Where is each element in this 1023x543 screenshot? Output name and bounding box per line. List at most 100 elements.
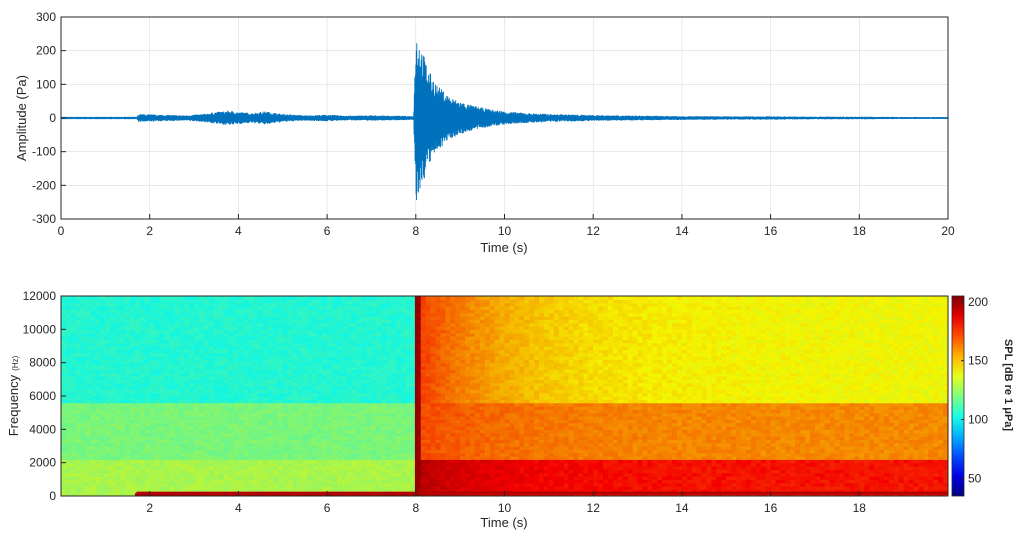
spectrogram-cell [129,346,136,350]
spectrogram-cell [258,302,264,307]
spectrogram-cell [450,449,456,454]
spectrogram-cell [243,376,249,380]
spectrogram-cell [297,402,304,407]
spectrogram-cell [80,322,87,327]
spectrogram-cell [164,472,171,477]
spectrogram-cell [277,412,284,417]
spectrogram-cell [376,332,382,337]
spectrogram-cell [346,309,353,314]
spectrogram-cell [218,379,225,384]
spectrogram-cell [292,326,299,330]
spectrogram-cell [346,362,353,367]
spectrogram-cell [218,372,225,377]
spectrogram-cell [356,319,363,324]
spectrogram-cell [105,372,111,377]
spectrogram-cell [322,332,328,337]
spectrogram-cell [460,396,466,400]
spectrogram-cell [159,439,166,444]
spectrogram-cell [287,322,294,327]
spectrogram-cell [327,389,333,394]
spectrogram-cell [455,436,461,440]
spectrogram-cell [159,419,166,424]
spectrogram-cell [238,352,244,357]
spectrogram-cell [203,472,210,477]
spectrogram-cell [341,372,348,377]
spectrogram-cell [401,366,407,370]
spectrogram-cell [149,406,156,410]
spectrogram-cell [336,376,343,380]
spectrogram-cell [169,372,175,377]
spectrogram-cell [154,386,161,390]
spectrogram-cell [184,409,190,414]
spectrogram-cell [332,402,338,407]
spectrogram-cell [80,409,87,414]
spectrogram-cell [366,409,373,414]
spectrogram-cell [80,366,87,370]
spectrogram-cell [115,486,121,490]
spectrogram-cell [100,362,106,367]
spectrogram-cell [134,399,141,404]
spectrogram-cell [65,419,72,424]
spectrogram-cell [336,476,343,480]
spectrogram-cell [282,439,289,444]
spectrogram-cell [445,399,451,404]
spectrogram-cell [139,429,146,434]
spectrogram-cell [287,302,294,307]
spectrogram-cell [144,346,151,350]
spectrogram-cell [159,436,166,440]
spectrogram-cell [420,332,427,337]
spectrogram-cell [233,302,239,307]
spectrogram-cell [327,382,333,387]
spectrogram-cell [258,382,264,387]
spectrogram-cell [366,296,373,300]
spectrogram-cell [85,332,92,337]
spectrogram-cell [386,386,392,390]
spectrogram-cell [154,466,161,470]
spectrogram-cell [159,369,166,374]
spectrogram-cell [272,429,279,434]
spectrogram-cell [396,449,402,454]
spectrogram-cell [430,419,437,424]
spectrogram-cell [440,296,446,300]
spectrogram-cell [80,369,87,374]
spectrogram-cell [327,349,333,354]
spectrogram-cell [267,352,274,357]
spectrogram-cell [415,429,422,434]
spectrogram-cell [282,336,289,340]
spectrogram-cell [460,456,466,460]
spectrogram-cell [455,359,461,364]
spectrogram-cell [95,432,102,437]
spectrogram-cell [282,342,289,347]
spectrogram-cell [346,459,353,464]
spectrogram-cell [263,406,269,410]
spectrogram-cell [401,386,407,390]
spectrogram-cell [341,446,348,450]
spectrogram-cell [336,432,343,437]
spectrogram-cell [233,419,239,424]
spectrogram-cell [75,429,82,434]
spectrogram-cell [415,379,422,384]
spectrogram-cell [125,296,131,300]
spectrogram-cell [322,356,328,360]
spectrogram-cell [371,369,377,374]
spectrogram-cell [376,402,382,407]
spectrogram-cell [65,402,72,407]
spectrogram-cell [287,399,294,404]
spectrogram-cell [105,462,111,467]
spectrogram-cell [198,349,205,354]
spectrogram-cell [179,356,185,360]
spectrogram-cell [445,299,451,304]
spectrogram-cell [65,352,72,357]
spectrogram-cell [341,409,348,414]
spectrogram-cell [346,336,353,340]
spectrogram-cell [366,332,373,337]
spectrogram-cell [144,382,151,387]
spectrogram-cell [381,489,387,494]
spectrogram-cell [341,316,348,320]
spectrogram-cell [238,442,244,447]
spectrogram-cell [203,379,210,384]
spectrogram-cell [302,389,308,394]
spectrogram-cell [174,376,180,380]
spectrogram-cell [61,406,67,410]
spectrogram-cell [159,489,166,494]
